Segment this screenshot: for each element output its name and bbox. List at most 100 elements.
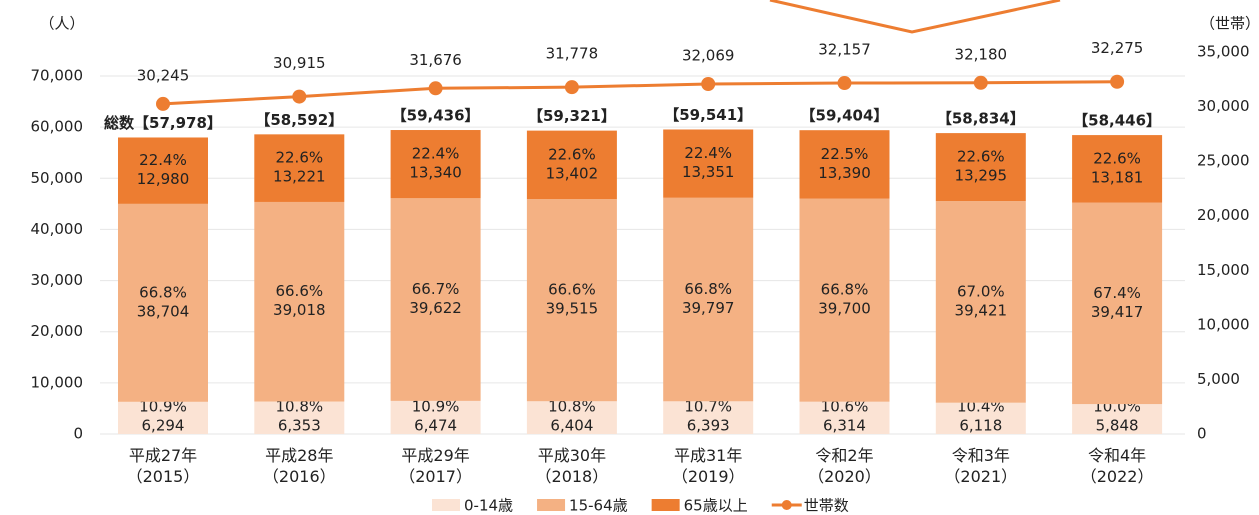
line-point (1110, 74, 1125, 89)
bar-segment (799, 198, 890, 402)
value-label: 13,181 (1091, 168, 1144, 186)
y2-tick-label: 5,000 (1197, 370, 1240, 388)
share-label: 66.8% (684, 280, 732, 298)
y2-tick-label: 15,000 (1197, 261, 1250, 279)
y-unit-label: （人） (39, 15, 84, 33)
share-label: 10.7% (684, 398, 732, 416)
bar-segment (254, 201, 345, 402)
share-label: 22.6% (1093, 149, 1141, 167)
value-label: 13,340 (409, 164, 462, 182)
value-label: 39,622 (409, 299, 462, 317)
line-point (973, 75, 988, 90)
legend-swatch (651, 499, 680, 511)
line-value-label: 32,180 (955, 45, 1008, 63)
value-label: 39,700 (818, 300, 871, 318)
bar-segment (663, 129, 754, 198)
value-label: 6,474 (414, 417, 457, 435)
bar-segment (663, 197, 754, 402)
total-label: 【59,321】 (528, 107, 616, 125)
share-label: 10.9% (139, 398, 187, 416)
bar-segment (254, 401, 345, 434)
bar-segment (663, 401, 754, 434)
x-tick-label: 令和4年 （2022） (1080, 446, 1154, 486)
value-label: 12,980 (137, 170, 190, 188)
y-tick-label: 10,000 (31, 373, 84, 391)
legend-label: 0-14歳 (464, 497, 513, 515)
share-label: 22.4% (412, 145, 460, 163)
share-label: 22.6% (548, 145, 596, 163)
bar-segment (390, 198, 481, 401)
bar-segment (935, 402, 1026, 434)
line-point (428, 81, 443, 96)
total-label: 【59,541】 (664, 106, 752, 124)
value-label: 6,118 (959, 417, 1002, 435)
line-value-label: 32,157 (818, 41, 871, 59)
y2-tick-label: 30,000 (1197, 97, 1250, 115)
y-tick-label: 70,000 (31, 67, 84, 85)
bar-segment (799, 130, 890, 199)
bar-segment (1072, 404, 1163, 434)
value-label: 39,417 (1091, 303, 1144, 321)
total-label: 総数【57,978】 (104, 114, 222, 132)
total-label: 【59,404】 (801, 107, 889, 125)
value-label: 6,393 (687, 417, 730, 435)
total-label: 【58,446】 (1073, 112, 1161, 130)
share-label: 22.6% (957, 148, 1005, 166)
bar-segment (935, 201, 1026, 403)
legend-label: 世帯数 (804, 497, 849, 515)
share-label: 66.6% (275, 282, 323, 300)
share-label: 10.6% (821, 398, 869, 416)
share-label: 10.8% (548, 398, 596, 416)
share-label: 10.9% (412, 398, 460, 416)
share-label: 67.0% (957, 282, 1005, 300)
line-value-label: 31,676 (409, 51, 462, 69)
share-label: 22.5% (821, 145, 869, 163)
value-label: 38,704 (137, 302, 190, 320)
share-label: 66.6% (548, 281, 596, 299)
x-tick-label: 平成31年 （2019） (671, 446, 745, 486)
callout-shape (769, 0, 1061, 34)
share-label: 67.4% (1093, 284, 1141, 302)
share-label: 66.7% (412, 280, 460, 298)
total-label: 【58,592】 (255, 111, 343, 129)
x-tick-label: 令和3年 （2021） (944, 446, 1018, 486)
share-label: 22.4% (684, 144, 732, 162)
share-label: 22.4% (139, 151, 187, 169)
value-label: 13,351 (682, 163, 735, 181)
value-label: 6,294 (142, 417, 185, 435)
total-label: 【59,436】 (392, 107, 480, 125)
bar-segment (118, 137, 208, 204)
line-value-label: 32,275 (1091, 39, 1144, 57)
line-value-label: 30,915 (273, 54, 326, 72)
line-point (564, 80, 579, 95)
bar-segment (390, 130, 481, 199)
y2-tick-label: 35,000 (1197, 43, 1250, 61)
value-label: 39,421 (955, 301, 1008, 319)
bar-segment (254, 134, 345, 202)
y-tick-label: 20,000 (31, 322, 84, 340)
value-label: 13,390 (818, 164, 871, 182)
y2-tick-label: 10,000 (1197, 315, 1250, 333)
value-label: 6,353 (278, 417, 321, 435)
share-label: 66.8% (821, 281, 869, 299)
bar-segment (526, 130, 617, 200)
value-label: 13,402 (546, 164, 599, 182)
line-value-label: 30,245 (137, 66, 190, 84)
value-label: 6,314 (823, 417, 866, 435)
legend-label: 65歳以上 (684, 497, 748, 515)
value-label: 39,797 (682, 299, 735, 317)
x-tick-label: 平成27年 （2015） (126, 446, 200, 486)
value-label: 39,018 (273, 301, 326, 319)
y-tick-label: 30,000 (31, 271, 84, 289)
bar-segment (935, 133, 1026, 202)
bar-segment (526, 199, 617, 402)
bar-segment (390, 400, 481, 434)
legend-swatch (537, 499, 566, 511)
share-label: 22.6% (275, 149, 323, 167)
value-label: 39,515 (546, 300, 599, 318)
legend-swatch (432, 499, 460, 511)
x-tick-label: 令和2年 （2020） (808, 446, 881, 486)
y-tick-label: 60,000 (31, 118, 84, 136)
value-label: 6,404 (550, 417, 593, 435)
